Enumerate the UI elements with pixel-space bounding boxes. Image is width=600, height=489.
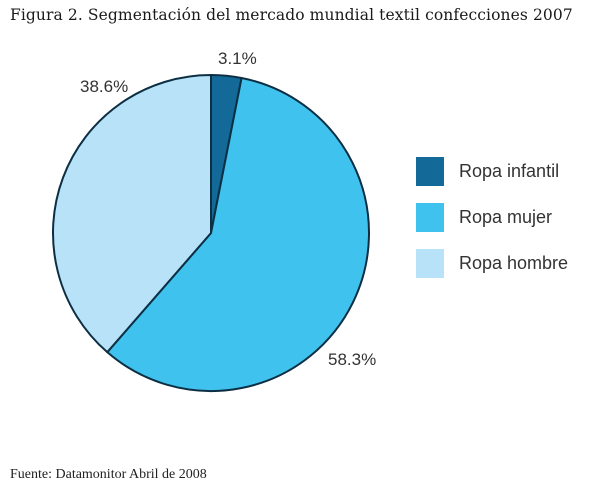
legend: Ropa infantil Ropa mujer Ropa hombre — [416, 157, 569, 298]
slice-hombre — [52, 74, 212, 354]
legend-item-infantil: Ropa infantil — [416, 157, 568, 186]
figure-title: Figura 2. Segmentación del mercado mundi… — [10, 6, 573, 24]
swatch-mujer — [416, 203, 444, 232]
swatch-infantil — [416, 157, 444, 186]
legend-item-hombre: Ropa hombre — [416, 249, 569, 278]
legend-item-mujer: Ropa mujer — [416, 203, 568, 232]
label-mujer: 58.3% — [328, 350, 376, 369]
source-note: Fuente: Datamonitor Abril de 2008 — [10, 467, 207, 482]
slice-mujer — [106, 76, 370, 392]
legend-label: Ropa hombre — [459, 253, 569, 273]
label-hombre: 38.6% — [80, 77, 128, 96]
legend-label: Ropa mujer — [459, 207, 553, 227]
label-infantil: 3.1% — [218, 49, 257, 68]
legend-label: Ropa infantil — [459, 161, 560, 181]
swatch-hombre — [416, 249, 444, 278]
